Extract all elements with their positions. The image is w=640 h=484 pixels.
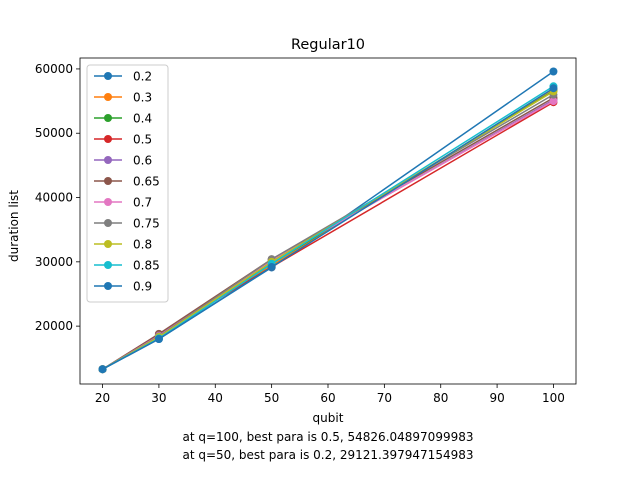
legend-marker-0.3 <box>104 93 112 101</box>
x-tick-label-80: 80 <box>433 391 448 405</box>
x-tick-label-40: 40 <box>208 391 223 405</box>
legend-marker-0.2 <box>104 72 112 80</box>
x-tick-label-30: 30 <box>151 391 166 405</box>
legend-marker-0.75 <box>104 219 112 227</box>
y-axis-label: duration list <box>7 190 21 262</box>
y-tick-label-30000: 30000 <box>35 255 73 269</box>
legend-marker-0.7 <box>104 198 112 206</box>
x-axis-label: qubit <box>313 411 344 425</box>
data-point-0.9-20 <box>98 365 107 374</box>
series-line-0.65 <box>102 97 554 370</box>
legend-label-0.8: 0.8 <box>133 238 152 252</box>
legend-label-0.7: 0.7 <box>133 196 152 210</box>
data-point-0.9-50 <box>267 262 276 271</box>
annotation-line-2: at q=50, best para is 0.2, 29121.3979471… <box>182 448 473 462</box>
legend-marker-0.4 <box>104 114 112 122</box>
x-tick-label-90: 90 <box>489 391 504 405</box>
data-point-0.9-100 <box>549 84 558 93</box>
data-point-0.9-30 <box>154 334 163 343</box>
y-tick-label-20000: 20000 <box>35 319 73 333</box>
legend-label-0.75: 0.75 <box>133 217 160 231</box>
y-tick-label-40000: 40000 <box>35 191 73 205</box>
annotation-line-1: at q=100, best para is 0.5, 54826.048970… <box>182 430 473 444</box>
series-line-0.9 <box>102 87 554 370</box>
y-tick-label-60000: 60000 <box>35 62 73 76</box>
legend-marker-0.8 <box>104 240 112 248</box>
data-point-0.7-100 <box>549 97 558 106</box>
x-tick-label-70: 70 <box>377 391 392 405</box>
legend-label-0.3: 0.3 <box>133 91 152 105</box>
x-tick-label-60: 60 <box>320 391 335 405</box>
chart-title: Regular10 <box>291 37 365 53</box>
legend-label-0.85: 0.85 <box>133 259 160 273</box>
legend-label-0.9: 0.9 <box>133 280 152 294</box>
y-tick-label-50000: 50000 <box>35 126 73 140</box>
x-tick-label-20: 20 <box>95 391 110 405</box>
legend-marker-0.9 <box>104 282 112 290</box>
data-point-0.2-100 <box>549 67 558 76</box>
legend-marker-0.5 <box>104 135 112 143</box>
x-tick-label-50: 50 <box>264 391 279 405</box>
x-tick-label-100: 100 <box>542 391 565 405</box>
legend-label-0.2: 0.2 <box>133 70 152 84</box>
legend-label-0.6: 0.6 <box>133 154 152 168</box>
legend-label-0.5: 0.5 <box>133 133 152 147</box>
legend-label-0.4: 0.4 <box>133 112 152 126</box>
legend-marker-0.85 <box>104 261 112 269</box>
legend-marker-0.6 <box>104 156 112 164</box>
legend-label-0.65: 0.65 <box>133 175 160 189</box>
legend-marker-0.65 <box>104 177 112 185</box>
series-line-0.2 <box>102 70 554 370</box>
